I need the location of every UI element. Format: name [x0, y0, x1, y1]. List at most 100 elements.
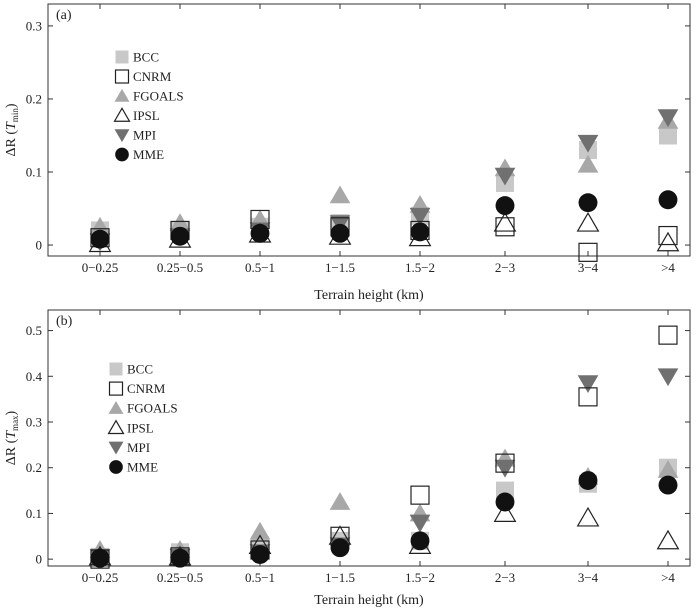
marker-cnrm [410, 485, 430, 505]
legend-marker-mpi [114, 129, 130, 143]
marker-mme [330, 223, 350, 243]
legend-marker-cnrm [108, 381, 124, 396]
y-axis-label: ΔR (Tmax) [4, 410, 20, 465]
legend-label-ipsl: IPSL [133, 108, 160, 123]
marker-mme [330, 538, 350, 558]
marker-fgoals [249, 521, 271, 540]
x-axis-label: Terrain height (km) [314, 288, 424, 303]
marker-mme [658, 475, 678, 495]
marker-cnrm [658, 325, 678, 345]
marker-mme [170, 226, 190, 246]
plot-frame [47, 3, 691, 257]
marker-fgoals [89, 216, 111, 235]
x-tick-label: 3−4 [578, 570, 599, 585]
y-tick-label: 0.1 [26, 165, 42, 180]
marker-ipsl [576, 212, 600, 232]
x-tick-label: 0.5−1 [245, 570, 275, 585]
marker-mme [250, 545, 270, 565]
legend-label-mme: MME [127, 460, 158, 475]
legend-marker-mpi [108, 441, 124, 455]
y-axis-label: ΔR (Tmin) [4, 103, 20, 156]
marker-mpi [657, 109, 679, 128]
marker-mpi [577, 134, 599, 153]
marker-bcc [659, 126, 677, 145]
x-tick-label: 0.25−0.5 [157, 570, 203, 585]
marker-mpi [409, 514, 431, 533]
marker-mpi [494, 167, 516, 186]
x-tick-label: 1−1.5 [325, 570, 355, 585]
marker-fgoals [657, 460, 679, 478]
marker-mpi [494, 459, 516, 478]
marker-mme [90, 229, 110, 249]
legend-label-ipsl: IPSL [127, 420, 154, 435]
marker-ipsl [656, 231, 680, 252]
y-tick-label: 0.2 [26, 91, 42, 106]
y-tick-label: 0.3 [26, 415, 42, 430]
panel-label: (a) [56, 8, 72, 23]
marker-mpi [577, 375, 599, 394]
marker-mme [578, 471, 598, 490]
legend-marker-mme [109, 460, 123, 474]
y-tick-label: 0 [36, 238, 43, 253]
x-tick-label: 1−1.5 [325, 260, 355, 275]
x-tick-label: 1.5−2 [405, 570, 435, 585]
legend-label-bcc: BCC [127, 362, 153, 377]
legend-marker-cnrm [114, 69, 130, 84]
legend-label-mpi: MPI [133, 128, 156, 143]
marker-mpi [409, 207, 431, 226]
x-tick-label: 2−3 [495, 260, 515, 275]
legend-marker-mme [115, 147, 129, 162]
legend-marker-bcc [115, 50, 129, 64]
x-tick-label: >4 [661, 570, 675, 585]
legend-label-mme: MME [133, 147, 164, 162]
legend-label-bcc: BCC [133, 50, 159, 65]
x-tick-label: 2−3 [495, 570, 515, 585]
plot-frame [47, 309, 691, 567]
legend-marker-fgoals [108, 401, 124, 414]
x-tick-label: >4 [661, 260, 675, 275]
marker-cnrm [495, 453, 515, 473]
marker-fgoals [329, 185, 351, 204]
marker-mme [578, 193, 598, 213]
marker-mme [410, 222, 430, 242]
marker-cnrm [578, 242, 598, 262]
y-tick-label: 0.4 [26, 369, 43, 384]
x-tick-label: 0.5−1 [245, 260, 275, 275]
legend-label-fgoals: FGOALS [127, 401, 178, 416]
y-tick-label: 0.2 [26, 460, 42, 475]
marker-mpi [657, 368, 679, 387]
y-tick-label: 0.1 [26, 506, 42, 521]
legend-label-fgoals: FGOALS [133, 89, 184, 104]
marker-mme [495, 492, 515, 512]
legend-marker-ipsl [107, 419, 125, 435]
y-tick-label: 0 [36, 552, 43, 567]
marker-mme [170, 548, 190, 568]
legend-marker-ipsl [113, 107, 131, 122]
x-tick-label: 1.5−2 [405, 260, 435, 275]
legend-marker-fgoals [114, 88, 130, 102]
panel-label: (b) [56, 314, 73, 329]
x-tick-label: 0−0.25 [82, 570, 119, 585]
x-tick-label: 0.25−0.5 [157, 260, 203, 275]
marker-mme [495, 196, 515, 216]
x-tick-label: 0−0.25 [82, 260, 119, 275]
panel-a: 0 0.1 0.2 0.3 0−0.25 0.25−0.5 0.5−1 1−1.5 1.5−2 2… [4, 3, 691, 303]
x-axis-label: Terrain height (km) [314, 593, 424, 608]
legend: BCC CNRM FGOALS IPSL MPI MME [113, 50, 184, 162]
legend-label-mpi: MPI [127, 440, 150, 455]
legend-label-cnrm: CNRM [127, 381, 166, 396]
marker-fgoals [169, 213, 191, 232]
marker-fgoals [329, 492, 351, 510]
marker-mme [90, 548, 110, 568]
marker-ipsl [493, 212, 517, 232]
legend-marker-bcc [109, 362, 123, 376]
marker-ipsl [656, 529, 680, 550]
panel-b: 0 0.1 0.2 0.3 0.4 0.5 0−0.25 0.25−0.5 0.5−1 1−1.5… [4, 309, 691, 608]
y-tick-label: 0.3 [26, 18, 42, 33]
marker-fgoals [577, 154, 599, 173]
marker-cnrm [658, 225, 678, 246]
marker-mme [410, 531, 430, 551]
y-tick-label: 0.5 [26, 323, 42, 338]
x-tick-label: 3−4 [578, 260, 599, 275]
